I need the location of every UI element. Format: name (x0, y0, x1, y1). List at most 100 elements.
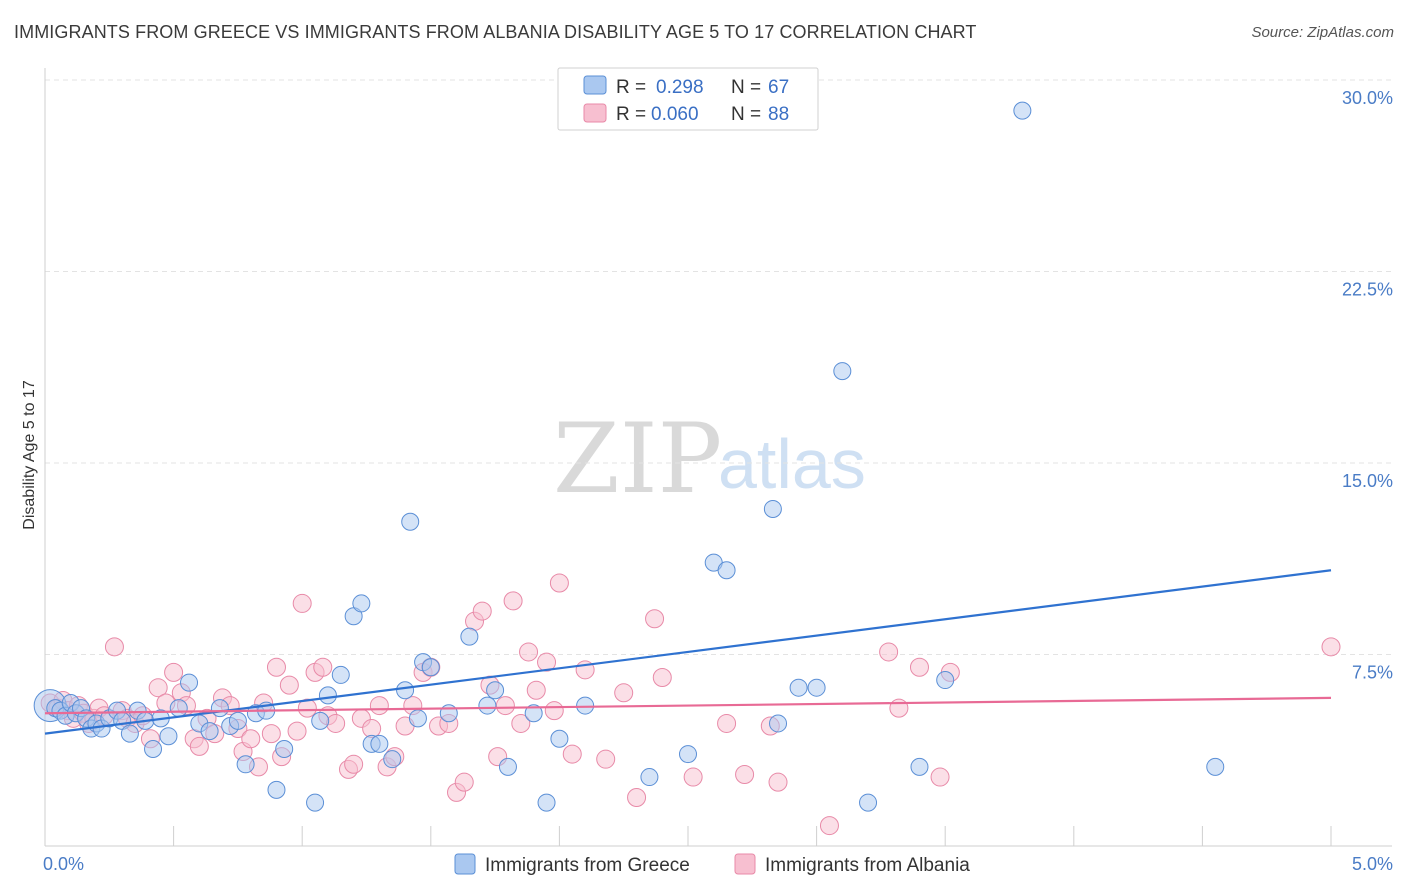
albania-point-34 (266, 657, 286, 677)
legend-r-label-greece: R = (616, 77, 646, 98)
albania-point-89 (1321, 637, 1341, 657)
bottom-legend-label-albania: Immigrants from Albania (765, 855, 970, 876)
greece-point-35 (331, 665, 350, 684)
legend-n-value-greece: 67 (768, 77, 789, 98)
greece-point-53 (550, 729, 569, 748)
greece-point-52 (537, 793, 556, 812)
greece-point-23 (200, 722, 219, 741)
greece-point-39 (370, 734, 389, 753)
bottom-legend-label-greece: Immigrants from Greece (485, 855, 690, 876)
trend-lines (44, 569, 1332, 735)
albania-point-48 (369, 696, 389, 716)
legend-n-label-greece: N = (731, 77, 761, 98)
legend-r-value-greece: 0.298 (656, 77, 704, 98)
greece-point-60 (769, 714, 788, 733)
greece-point-17 (144, 739, 163, 758)
albania-point-64 (503, 591, 523, 611)
source-note: Source: ZipAtlas.com (1251, 24, 1394, 41)
greece-point-43 (408, 709, 427, 728)
y-tick-labels: 7.5% 15.0% 22.5% 30.0% (1342, 88, 1393, 683)
bottom-legend-swatch-greece (454, 853, 476, 875)
albania-point-36 (279, 675, 299, 695)
greece-point-68 (1206, 757, 1225, 776)
albania-point-78 (683, 767, 703, 787)
albania-point-66 (519, 642, 539, 662)
greece-point-55 (640, 768, 659, 787)
albania-trend-line (44, 696, 1332, 715)
watermark-zip: ZIP (553, 403, 722, 515)
albania-point-68 (537, 652, 557, 672)
albania-point-69 (544, 701, 564, 721)
greece-point-54 (576, 696, 595, 715)
albania-point-30 (241, 729, 261, 749)
albania-point-39 (297, 698, 317, 718)
albania-point-82 (768, 772, 788, 792)
albania-point-71 (562, 744, 582, 764)
greece-point-21 (180, 673, 199, 692)
albania-point-87 (930, 767, 950, 787)
albania-point-60 (472, 601, 492, 621)
greece-point-61 (789, 678, 808, 697)
albania-point-11 (104, 637, 124, 657)
albania-point-19 (164, 662, 184, 682)
albania-point-79 (717, 713, 737, 733)
albania-point-23 (189, 736, 209, 756)
legend-swatch-greece (583, 75, 607, 95)
albania-point-80 (735, 765, 755, 785)
albania-point-41 (313, 657, 333, 677)
albania-point-76 (645, 609, 665, 629)
greece-point-42 (401, 512, 420, 531)
greece-point-31 (275, 739, 294, 758)
albania-point-73 (596, 749, 616, 769)
greece-point-50 (498, 757, 517, 776)
chart-title: IMMIGRANTS FROM GREECE VS IMMIGRANTS FRO… (14, 22, 977, 42)
greece-point-59 (763, 499, 782, 518)
legend-n-label-albania: N = (731, 104, 761, 125)
greece-point-45 (421, 658, 440, 677)
greece-point-41 (396, 681, 415, 700)
albania-point-85 (889, 698, 909, 718)
legend-swatch-albania (583, 103, 607, 123)
albania-point-47 (362, 719, 382, 739)
albania-point-45 (344, 754, 364, 774)
greece-point-27 (236, 755, 255, 774)
greece-point-49 (486, 681, 505, 700)
greece-point-14 (120, 724, 139, 743)
albania-point-63 (495, 696, 515, 716)
albania-point-75 (627, 787, 647, 807)
greece-point-26 (228, 711, 247, 730)
y-tick-label-0: 7.5% (1352, 663, 1393, 683)
greece-point-34 (318, 686, 337, 705)
y-tick-label-3: 30.0% (1342, 88, 1393, 108)
greece-point-63 (833, 362, 852, 381)
greece-point-58 (717, 561, 736, 580)
greece-point-24 (210, 699, 229, 718)
x-tick-labels: 0.0% 5.0% (43, 854, 1393, 874)
albania-point-43 (326, 713, 346, 733)
greece-point-65 (910, 757, 929, 776)
albania-point-33 (261, 724, 281, 744)
albania-point-70 (549, 573, 569, 593)
greece-point-40 (383, 750, 402, 769)
greece-point-47 (460, 627, 479, 646)
greece-point-66 (936, 671, 955, 690)
legend-box (557, 67, 819, 131)
greece-point-19 (159, 727, 178, 746)
y-tick-label-1: 15.0% (1342, 471, 1393, 491)
albania-point-58 (454, 772, 474, 792)
greece-point-37 (352, 594, 371, 613)
greece-point-67 (1013, 101, 1032, 120)
greece-point-30 (267, 780, 286, 799)
greece-point-48 (478, 696, 497, 715)
greece-point-20 (169, 699, 188, 718)
watermark-atlas: atlas (718, 425, 866, 503)
watermark: ZIP atlas (553, 403, 866, 515)
albania-point-38 (292, 593, 312, 613)
bottom-legend-swatch-albania (734, 853, 756, 875)
greece-point-56 (679, 745, 697, 764)
albania-point-84 (879, 642, 899, 662)
albania-point-74 (614, 683, 634, 703)
legend-n-value-albania: 88 (768, 104, 789, 125)
albania-points (40, 573, 1341, 836)
